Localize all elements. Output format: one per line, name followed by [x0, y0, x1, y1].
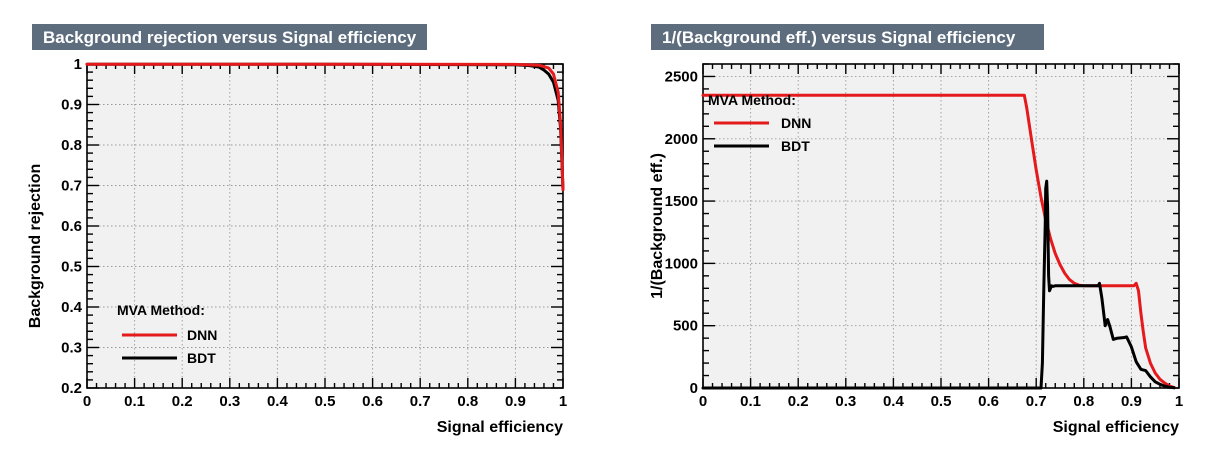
- chart-title-box: [651, 24, 1044, 50]
- y-tick-label: 2500: [665, 68, 698, 85]
- x-tick-label: 0.7: [410, 393, 431, 410]
- x-tick-label: 0.4: [883, 393, 905, 410]
- y-tick-label: 0.3: [61, 340, 82, 357]
- x-tick-label: 0.8: [1073, 393, 1094, 410]
- y-tick-label: 0: [690, 380, 698, 397]
- y-tick-label: 500: [673, 318, 698, 335]
- x-tick-label: 0.6: [362, 393, 383, 410]
- x-tick-label: 0.1: [124, 393, 145, 410]
- x-tick-label: 0.7: [1026, 393, 1047, 410]
- y-tick-label: 0.7: [61, 178, 82, 195]
- x-tick-label: 0.8: [457, 393, 478, 410]
- x-tick-label: 0.3: [835, 393, 856, 410]
- chart-title: Background rejection versus Signal effic…: [43, 28, 417, 47]
- y-axis-label: Background rejection: [27, 164, 44, 328]
- chart-rejection: Background rejection versus Signal effic…: [27, 24, 567, 436]
- chart-inverse-eff: 1/(Background eff.) versus Signal effici…: [649, 24, 1183, 436]
- legend-label-dnn: DNN: [187, 327, 217, 343]
- y-tick-label: 1500: [665, 193, 698, 210]
- x-tick-label: 0.2: [172, 393, 193, 410]
- y-tick-label: 0.2: [61, 380, 82, 397]
- y-tick-label: 0.8: [61, 137, 82, 154]
- tick-labels: 0 0.1 0.2 0.3 0.4 0.5 0.6 0.7 0.8 0.9 1 0 500 1000 150…: [665, 68, 1184, 410]
- legend-label-bdt: BDT: [781, 138, 810, 154]
- x-tick-label: 0.4: [267, 393, 289, 410]
- y-tick-label: 0.4: [61, 299, 83, 316]
- curves: [701, 93, 1176, 390]
- grid: [703, 64, 1179, 388]
- chart-title-box: [32, 24, 427, 50]
- legend-label-dnn: DNN: [781, 115, 811, 131]
- legend-title: MVA Method:: [117, 302, 205, 318]
- legend: MVA Method: DNN BDT: [117, 302, 217, 366]
- tick-labels: 0 0.1 0.2 0.3 0.4 0.5 0.6 0.7 0.8 0.9 1 0.2 0.3 0.4 0.…: [61, 56, 567, 410]
- x-axis-label: Signal efficiency: [437, 419, 563, 436]
- x-tick-label: 0.5: [315, 393, 336, 410]
- legend: MVA Method: DNN BDT: [708, 92, 811, 154]
- y-tick-label: 2000: [665, 131, 698, 148]
- legend-title: MVA Method:: [708, 92, 796, 108]
- y-axis-label: 1/(Background eff.): [649, 153, 666, 299]
- x-tick-label: 0: [83, 393, 91, 410]
- plot-frame: [702, 63, 1180, 389]
- x-tick-label: 0.5: [931, 393, 952, 410]
- x-axis-label: Signal efficiency: [1053, 419, 1179, 436]
- x-tick-label: 0.9: [505, 393, 526, 410]
- x-tick-label: 1: [1175, 393, 1183, 410]
- y-tick-label: 0.9: [61, 97, 82, 114]
- chart-title: 1/(Background eff.) versus Signal effici…: [662, 28, 1016, 47]
- y-tick-label: 1: [74, 56, 82, 73]
- grid: [87, 64, 563, 388]
- ticks: [702, 63, 1180, 389]
- x-tick-label: 0.1: [740, 393, 761, 410]
- x-tick-label: 0.3: [219, 393, 240, 410]
- x-tick-label: 0.2: [788, 393, 809, 410]
- legend-label-bdt: BDT: [187, 350, 216, 366]
- x-tick-label: 0: [699, 393, 707, 410]
- y-tick-label: 0.5: [61, 259, 82, 276]
- y-tick-label: 0.6: [61, 218, 82, 235]
- x-tick-label: 0.6: [978, 393, 999, 410]
- series-line-dnn: [85, 62, 565, 192]
- y-tick-label: 1000: [665, 255, 698, 272]
- curves: [85, 62, 565, 192]
- x-tick-label: 1: [559, 393, 567, 410]
- series-line-bdt: [701, 179, 1176, 390]
- x-tick-label: 0.9: [1121, 393, 1142, 410]
